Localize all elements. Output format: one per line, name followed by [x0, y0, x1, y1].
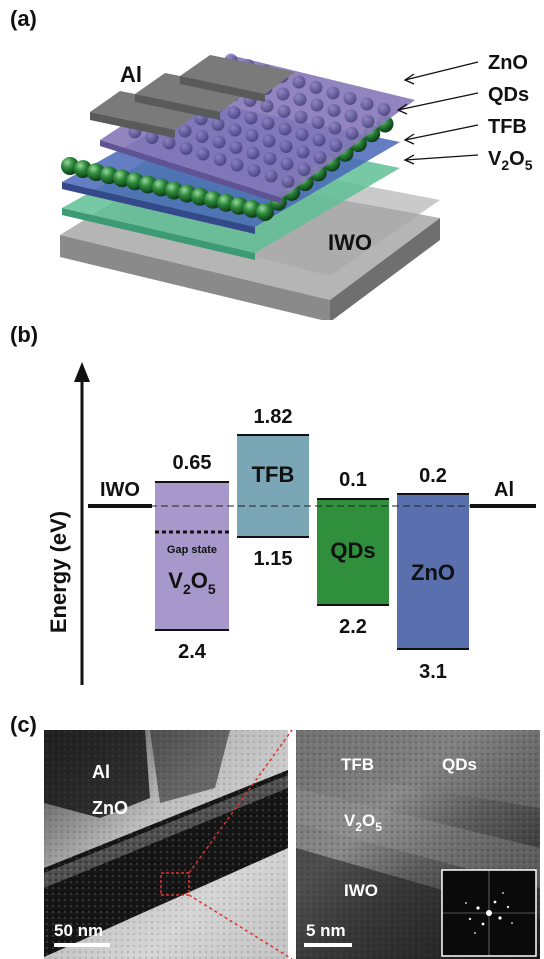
zno-particle	[162, 136, 176, 150]
zoom-guide-top	[188, 729, 293, 874]
zno-particle	[230, 158, 244, 172]
qds-band-label: QDs	[330, 538, 375, 563]
gap-state-label: Gap state	[167, 544, 217, 556]
zno-particle	[245, 129, 259, 142]
zno-particle	[229, 141, 243, 154]
qds-layer-label: QDs	[488, 84, 529, 106]
fft-inset	[441, 869, 537, 957]
zno-particle	[344, 109, 358, 123]
zno-particle	[276, 87, 290, 101]
zno-particle	[278, 122, 292, 136]
zno-particle	[297, 163, 311, 176]
tem-tfb-label: TFB	[341, 755, 374, 774]
zno-band	[397, 494, 469, 649]
tfb-top-value: 1.82	[254, 406, 293, 428]
zno-particle	[361, 115, 375, 128]
tem-qds-label: QDs	[442, 755, 477, 774]
al-contacts	[90, 55, 295, 138]
zno-particle	[326, 86, 340, 100]
zno-particle	[261, 117, 275, 130]
zno-particle	[279, 140, 293, 153]
qds-top-value: 0.1	[339, 469, 367, 491]
panel-label-c: (c)	[10, 712, 37, 737]
v2o5-band	[155, 482, 229, 630]
tem-iwo-label: IWO	[344, 881, 378, 900]
zno-particle	[179, 142, 193, 155]
tem-right-scale-label: 5 nm	[306, 921, 346, 940]
tfb-band	[237, 435, 309, 537]
zno-particle	[244, 111, 258, 125]
band-diagram: Energy (eV) IWO Al Gap state V2O5 0.65 2…	[46, 362, 536, 685]
zno-particle	[277, 105, 291, 118]
zno-particle	[264, 169, 278, 183]
zno-particle	[247, 164, 261, 177]
panel-label-a: (a)	[10, 6, 37, 31]
energy-axis-label: Energy (eV)	[46, 511, 71, 633]
zoom-guide-bottom	[188, 894, 293, 959]
zno-particle	[309, 81, 323, 94]
v2o5-top-value: 0.65	[173, 452, 212, 474]
zno-particle	[145, 131, 159, 144]
tem-left-image	[44, 730, 288, 959]
tem-images: Al ZnO 50 nm TFB QDs V2O5 IWO 5 nm	[44, 729, 540, 959]
zno-bottom-value: 3.1	[419, 661, 447, 683]
zno-particle	[262, 134, 276, 148]
zno-particle	[296, 145, 310, 159]
al-label: Al	[120, 62, 142, 87]
tem-left-scale-label: 50 nm	[54, 921, 103, 940]
zno-particle	[212, 135, 226, 149]
tfb-bottom-value: 1.15	[254, 548, 293, 570]
quantum-dot	[256, 203, 274, 221]
zno-particle	[360, 97, 374, 111]
zno-particle	[328, 121, 342, 135]
zno-particle	[260, 99, 274, 113]
device-schematic: Al IWO ZnO QDs TFB V2O5	[60, 52, 533, 320]
zno-particle	[246, 146, 260, 160]
zno-particle	[227, 106, 241, 119]
zno-particle	[313, 151, 327, 164]
qds-bottom-value: 2.2	[339, 616, 367, 638]
v2o5-layer-label: V2O5	[488, 148, 533, 173]
zno-top-value: 0.2	[419, 465, 447, 487]
zno-particle	[311, 116, 325, 129]
zno-particle	[345, 127, 359, 140]
qds-band	[317, 499, 389, 605]
zno-layer-label: ZnO	[488, 52, 528, 74]
zno-particle	[312, 133, 326, 147]
tfb-band-label: TFB	[252, 462, 295, 487]
zno-particle	[329, 139, 343, 152]
zno-particle	[295, 128, 309, 141]
energy-axis-arrow	[74, 362, 90, 382]
zno-particle	[263, 152, 277, 165]
zno-particle	[327, 104, 341, 117]
tfb-layer-label: TFB	[488, 116, 527, 138]
zno-particle	[310, 98, 324, 112]
iwo-electrode-label: IWO	[100, 479, 140, 501]
v2o5-bottom-value: 2.4	[178, 641, 207, 663]
tem-zno-label: ZnO	[92, 798, 128, 818]
zno-band-label: ZnO	[411, 560, 455, 585]
zno-particle	[213, 153, 227, 166]
zno-particle	[281, 175, 295, 188]
al-electrode-label: Al	[494, 479, 514, 501]
zno-particle	[293, 93, 307, 106]
zno-particle	[377, 103, 391, 116]
zno-particle	[196, 147, 210, 161]
zno-particle	[280, 157, 294, 171]
zno-particle	[228, 123, 242, 137]
panel-label-b: (b)	[10, 322, 39, 347]
tem-al-label: Al	[92, 762, 110, 782]
zno-particle	[211, 118, 225, 131]
zno-particle	[292, 75, 306, 89]
zno-particle	[195, 130, 209, 143]
zno-particle	[178, 124, 192, 138]
iwo-label: IWO	[328, 230, 372, 255]
layer-arrows	[396, 61, 479, 165]
zno-particle	[294, 110, 308, 124]
zno-particle	[343, 92, 357, 105]
v2o5-band-label: V2O5	[168, 568, 216, 597]
tem-v2o5-label: V2O5	[344, 811, 382, 834]
